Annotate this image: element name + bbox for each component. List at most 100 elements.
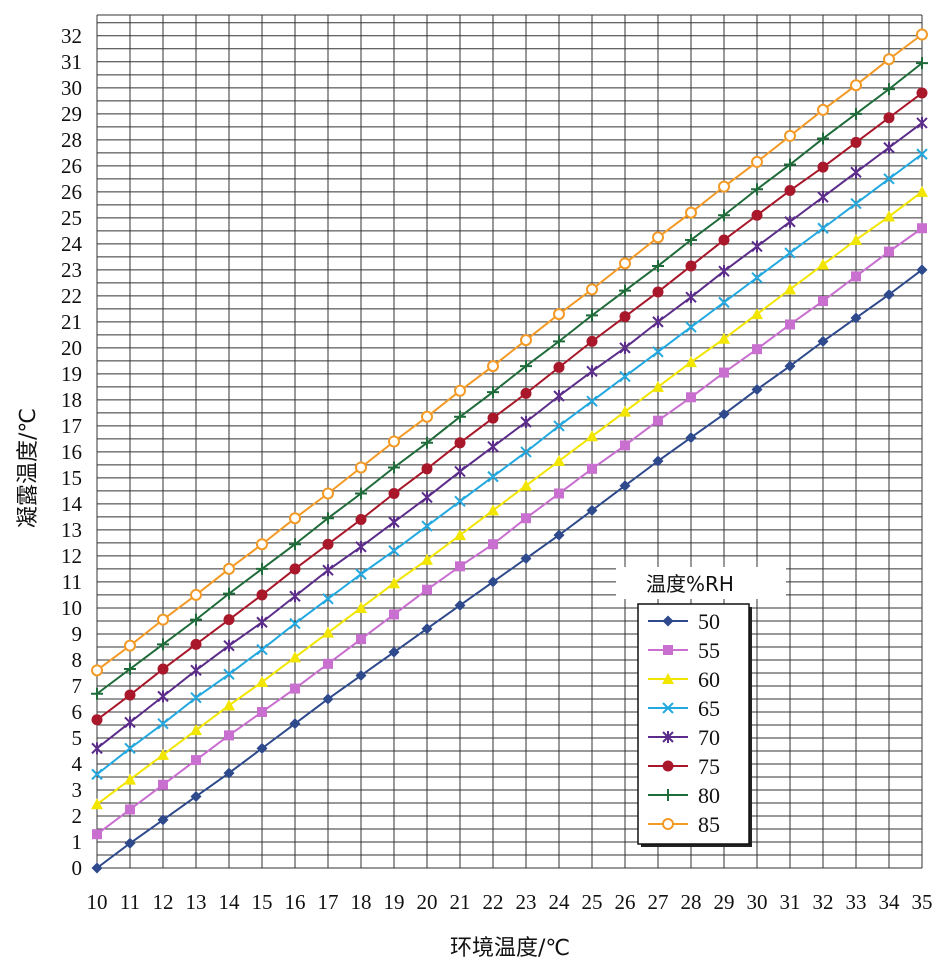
legend-marker xyxy=(662,731,674,743)
data-point xyxy=(488,539,498,550)
data-point xyxy=(850,312,862,324)
data-point xyxy=(421,623,433,635)
y-tick-label: 17 xyxy=(61,414,82,438)
data-point xyxy=(883,289,895,301)
data-point xyxy=(388,488,400,500)
x-tick-label: 28 xyxy=(681,890,702,914)
data-point xyxy=(289,590,301,603)
data-point xyxy=(454,410,466,423)
x-tick-label: 12 xyxy=(153,890,174,914)
x-tick-label: 24 xyxy=(549,890,571,914)
x-tick-label: 16 xyxy=(285,890,306,914)
data-point xyxy=(487,470,499,483)
legend-label: 75 xyxy=(698,754,720,779)
data-point xyxy=(719,367,729,378)
legend-label: 50 xyxy=(698,609,720,634)
data-point xyxy=(455,561,465,572)
data-point xyxy=(619,341,631,354)
data-point xyxy=(619,370,631,383)
data-point xyxy=(586,283,598,296)
data-point xyxy=(619,257,631,270)
legend-label: 80 xyxy=(698,783,720,808)
data-point xyxy=(916,28,928,41)
data-point xyxy=(916,87,928,99)
data-point xyxy=(157,814,169,826)
data-point xyxy=(388,435,400,448)
legend-label: 55 xyxy=(698,638,720,663)
data-point xyxy=(520,479,532,491)
data-point xyxy=(487,386,499,399)
data-point xyxy=(620,440,630,451)
data-point xyxy=(223,767,235,779)
grid-layer xyxy=(96,14,923,869)
data-point xyxy=(553,389,565,402)
data-point xyxy=(916,116,928,129)
data-point xyxy=(322,693,334,705)
data-point xyxy=(223,614,235,626)
data-point xyxy=(157,690,169,703)
data-point xyxy=(718,209,730,222)
data-point xyxy=(91,798,103,810)
x-tick-label: 29 xyxy=(714,890,735,914)
legend-box xyxy=(637,603,750,845)
data-point xyxy=(157,748,169,760)
y-tick-label: 3 xyxy=(72,778,83,802)
data-point xyxy=(223,587,235,600)
y-tick-label: 31 xyxy=(61,50,82,74)
legend-item: 75 xyxy=(648,754,720,779)
data-point xyxy=(421,553,433,565)
x-tick-label: 17 xyxy=(318,890,339,914)
series-line xyxy=(96,122,923,750)
data-point xyxy=(190,613,202,626)
series-line xyxy=(96,153,923,776)
data-point xyxy=(388,461,400,474)
y-tick-label: 8 xyxy=(72,648,83,672)
data-point xyxy=(784,158,796,171)
data-point xyxy=(553,308,565,321)
data-point xyxy=(256,616,268,629)
data-point xyxy=(685,291,697,304)
x-tick-label: 30 xyxy=(747,890,768,914)
legend-marker xyxy=(662,760,674,772)
x-tick-label: 26 xyxy=(615,890,636,914)
data-point xyxy=(125,804,135,815)
y-tick-label: 32 xyxy=(61,24,82,48)
legend-marker xyxy=(662,673,674,684)
data-point xyxy=(355,540,367,553)
data-point xyxy=(389,609,399,620)
series-line xyxy=(96,227,923,835)
y-tick-label: 20 xyxy=(61,336,82,360)
y-tick-label: 29 xyxy=(61,102,82,126)
data-point xyxy=(653,415,663,426)
data-point xyxy=(817,191,829,204)
data-point xyxy=(191,755,201,766)
legend-item: 70 xyxy=(648,725,720,750)
x-tick-label: 14 xyxy=(219,890,241,914)
data-point xyxy=(521,513,531,524)
legend-item: 55 xyxy=(648,638,720,663)
data-point xyxy=(190,588,202,601)
data-point xyxy=(388,545,400,557)
data-point xyxy=(652,231,664,244)
data-point xyxy=(850,233,862,245)
data-point xyxy=(421,491,433,504)
data-point xyxy=(685,432,697,444)
data-point xyxy=(454,599,466,611)
y-tick-label: 28 xyxy=(61,128,82,152)
data-point xyxy=(619,405,631,417)
legend-marker xyxy=(663,645,673,655)
data-point xyxy=(322,593,334,605)
data-point xyxy=(289,651,301,663)
legend-label: 70 xyxy=(698,725,720,750)
data-point xyxy=(520,553,532,565)
data-point xyxy=(356,634,366,645)
legend-title: 温度%RH xyxy=(646,572,734,596)
x-tick-label: 23 xyxy=(516,890,537,914)
data-point xyxy=(817,161,829,173)
data-point xyxy=(718,265,730,278)
data-point xyxy=(685,321,697,333)
data-point xyxy=(883,112,895,124)
data-point xyxy=(718,408,730,420)
data-point xyxy=(323,658,333,669)
data-point xyxy=(91,862,103,874)
